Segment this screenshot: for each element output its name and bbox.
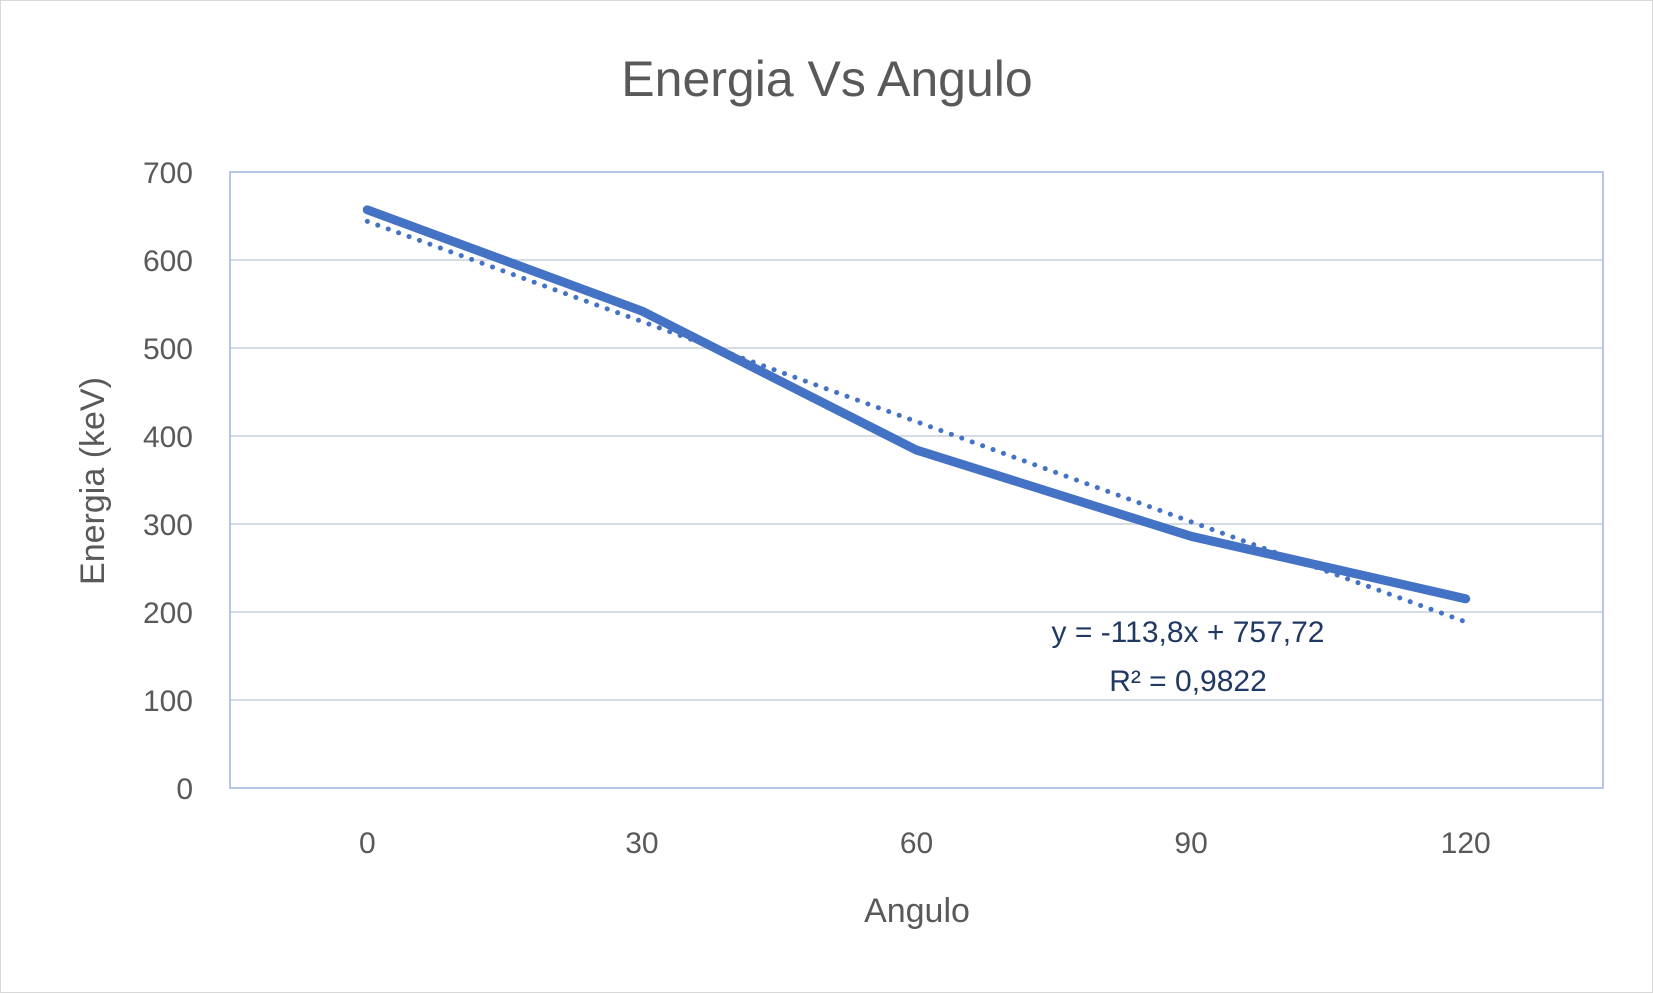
trendline-equation: y = -113,8x + 757,72 (1052, 616, 1325, 649)
y-tick-label: 0 (176, 773, 193, 806)
gridlines (230, 171, 1603, 701)
x-tick-label: 60 (900, 827, 933, 860)
plot-area-border (229, 171, 1604, 789)
x-axis-title: Angulo (864, 892, 970, 930)
y-tick-label: 500 (143, 333, 193, 366)
y-tick-label: 600 (143, 245, 193, 278)
y-tick-label: 300 (143, 509, 193, 542)
y-tick-label: 200 (143, 597, 193, 630)
series-line (362, 205, 1471, 604)
y-tick-label: 100 (143, 685, 193, 718)
y-tick-label: 700 (143, 157, 193, 190)
chart-title: Energia Vs Angulo (621, 51, 1032, 107)
x-axis-ticks: 0 30 60 90 120 (359, 827, 1491, 860)
y-axis-ticks: 0 100 200 300 400 500 600 700 (143, 157, 193, 806)
x-tick-label: 120 (1441, 827, 1491, 860)
y-axis-title: Energia (keV) (74, 377, 112, 585)
x-tick-label: 0 (359, 827, 376, 860)
x-tick-label: 30 (625, 827, 658, 860)
x-tick-label: 90 (1174, 827, 1207, 860)
trendline-r-squared: R² = 0,9822 (1109, 665, 1267, 698)
y-tick-label: 400 (143, 421, 193, 454)
